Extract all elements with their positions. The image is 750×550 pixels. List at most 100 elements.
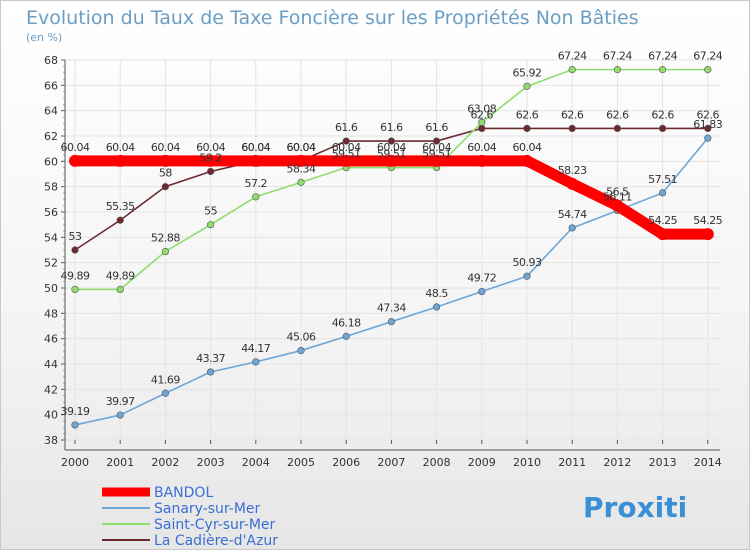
data-point xyxy=(433,137,441,145)
data-label: 61.6 xyxy=(380,121,403,134)
x-tick-label: 2004 xyxy=(242,456,270,469)
data-label: 60.04 xyxy=(287,141,316,154)
data-point xyxy=(701,228,714,241)
data-point xyxy=(69,154,81,167)
data-point xyxy=(658,66,667,74)
data-label: 47.34 xyxy=(377,302,406,315)
data-label: 39.19 xyxy=(61,405,90,418)
y-tick-label: 54 xyxy=(44,231,58,244)
x-tick-label: 2001 xyxy=(106,456,134,469)
data-point xyxy=(430,154,443,167)
data-point xyxy=(611,199,624,212)
data-label: 57.51 xyxy=(648,173,677,186)
data-point xyxy=(566,177,579,190)
data-label: 65.92 xyxy=(513,66,542,79)
data-point xyxy=(523,272,531,280)
data-point xyxy=(207,368,215,376)
series-lines xyxy=(69,66,714,429)
data-label: 62.6 xyxy=(561,108,584,121)
y-tick-label: 44 xyxy=(44,358,58,371)
data-point xyxy=(475,154,488,167)
proxiti-logo: Proxiti xyxy=(583,491,687,524)
x-tick-label: 2005 xyxy=(287,456,315,469)
data-point xyxy=(252,358,260,366)
data-label: 43.37 xyxy=(196,352,225,365)
axes: 38 40 42 44 46 48 50 52 54 56 58 60 62 64 66 68 2000 2001… xyxy=(44,54,722,469)
x-tick-label: 2011 xyxy=(558,456,586,469)
data-label: 60.04 xyxy=(332,141,361,154)
data-point xyxy=(114,154,127,167)
data-label: 46.18 xyxy=(332,316,361,329)
logo-text: Proxiti xyxy=(583,491,687,524)
data-label: 62.6 xyxy=(516,108,539,121)
data-point xyxy=(478,287,486,296)
data-point xyxy=(342,332,350,340)
data-point xyxy=(658,124,667,132)
data-label: 62.6 xyxy=(471,108,494,121)
data-point xyxy=(387,318,396,326)
data-label: 53 xyxy=(69,230,82,243)
y-tick-label: 40 xyxy=(44,409,58,422)
data-label: 60.04 xyxy=(61,141,90,154)
data-label: 61.6 xyxy=(425,121,448,134)
data-label: 59.51 xyxy=(377,148,406,161)
data-label: 50.93 xyxy=(513,256,542,269)
y-tick-label: 68 xyxy=(44,54,58,67)
data-label: 58 xyxy=(159,167,172,180)
data-point xyxy=(116,285,124,293)
data-label: 57.2 xyxy=(245,177,268,190)
x-tick-label: 2013 xyxy=(649,456,677,469)
data-point xyxy=(207,167,215,176)
data-label: 62.6 xyxy=(606,108,629,121)
y-tick-label: 62 xyxy=(44,130,58,143)
data-label: 67.24 xyxy=(648,50,677,63)
x-tick-label: 2014 xyxy=(694,456,722,469)
data-label: 67.24 xyxy=(693,50,722,63)
data-label: 60.04 xyxy=(106,141,135,154)
y-tick-label: 60 xyxy=(44,155,58,168)
data-label: 60.04 xyxy=(467,141,496,154)
data-label: 49.89 xyxy=(106,269,135,282)
data-point xyxy=(297,346,305,355)
data-label: 44.17 xyxy=(241,342,270,355)
legend-entry: La Cadière-d'Azur xyxy=(154,533,278,549)
data-point xyxy=(297,178,305,186)
data-point xyxy=(568,224,576,232)
x-tick-label: 2008 xyxy=(423,456,451,469)
data-point xyxy=(704,66,712,74)
legend-entry: Sanary-sur-Mer xyxy=(154,501,261,517)
data-label: 48.5 xyxy=(425,287,448,300)
data-point xyxy=(478,118,486,126)
data-label: 60.04 xyxy=(241,141,270,154)
x-tick-label: 2007 xyxy=(377,456,405,469)
data-label: 55 xyxy=(204,205,217,218)
data-point xyxy=(385,154,398,167)
series-bandol xyxy=(69,154,714,241)
data-label: 45.06 xyxy=(287,331,316,344)
data-point xyxy=(71,421,79,429)
data-label: 59.2 xyxy=(199,151,222,164)
data-label: 67.24 xyxy=(558,50,587,63)
data-point xyxy=(656,228,669,241)
data-point xyxy=(161,247,169,256)
chart-title: Evolution du Taux de Taxe Foncière sur l… xyxy=(26,7,639,29)
data-point xyxy=(433,303,441,311)
data-point xyxy=(523,124,531,132)
data-label: 58.34 xyxy=(287,162,316,175)
data-label: 56.11 xyxy=(603,191,632,204)
data-label: 60.04 xyxy=(287,141,316,154)
data-point xyxy=(704,134,712,142)
data-label: 39.97 xyxy=(106,395,135,408)
data-point xyxy=(568,124,576,132)
data-label: 58.23 xyxy=(558,164,587,177)
data-label: 55.35 xyxy=(106,200,135,213)
data-point xyxy=(161,183,169,191)
data-point xyxy=(613,124,622,132)
data-label: 60.04 xyxy=(241,141,270,154)
x-tick-label: 2003 xyxy=(197,456,225,469)
data-label: 60.04 xyxy=(377,141,406,154)
data-point xyxy=(71,246,79,254)
data-point xyxy=(295,154,307,167)
data-point xyxy=(116,216,124,224)
